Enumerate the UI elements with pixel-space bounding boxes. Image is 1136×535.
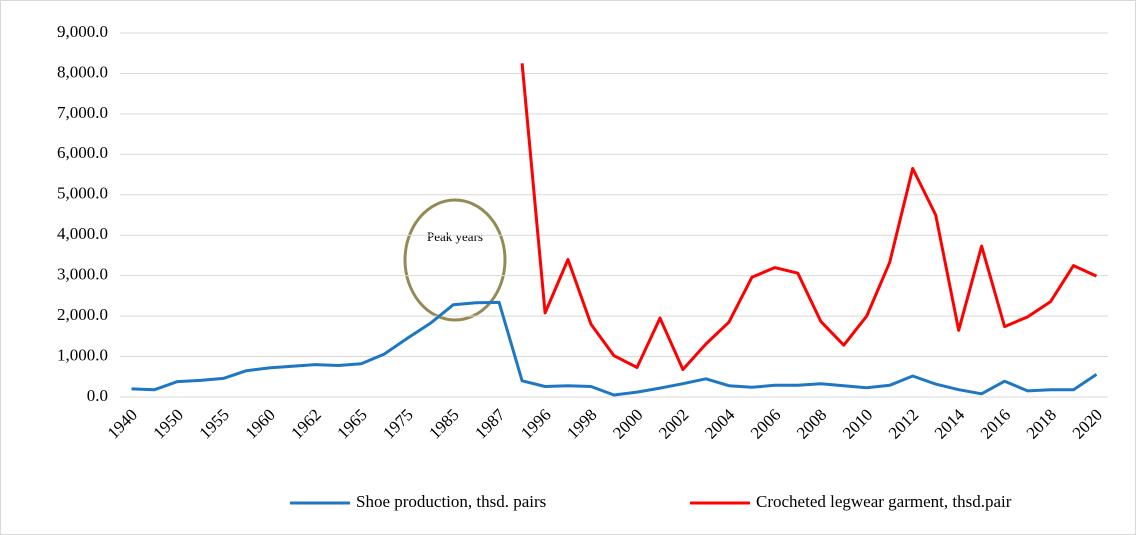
y-tick-label: 0.0 bbox=[87, 386, 108, 405]
y-tick-label: 8,000.0 bbox=[57, 62, 108, 81]
y-tick-label: 1,000.0 bbox=[57, 345, 108, 364]
y-tick-label: 5,000.0 bbox=[57, 184, 108, 203]
y-tick-label: 3,000.0 bbox=[57, 265, 108, 284]
y-tick-label: 2,000.0 bbox=[57, 305, 108, 324]
legend-label: Crocheted legwear garment, thsd.pair bbox=[756, 492, 1012, 511]
annotation-box: Peak years bbox=[427, 229, 483, 244]
series-line bbox=[520, 63, 1098, 371]
annotation-circle bbox=[403, 198, 507, 322]
legend-label: Shoe production, thsd. pairs bbox=[356, 492, 546, 511]
annotation: Peak years bbox=[427, 229, 483, 244]
y-tick-label: 6,000.0 bbox=[57, 143, 108, 162]
y-tick-label: 7,000.0 bbox=[57, 103, 108, 122]
series-line bbox=[131, 300, 1098, 397]
y-tick-label: 9,000.0 bbox=[57, 22, 108, 41]
y-tick-label: 4,000.0 bbox=[57, 224, 108, 243]
